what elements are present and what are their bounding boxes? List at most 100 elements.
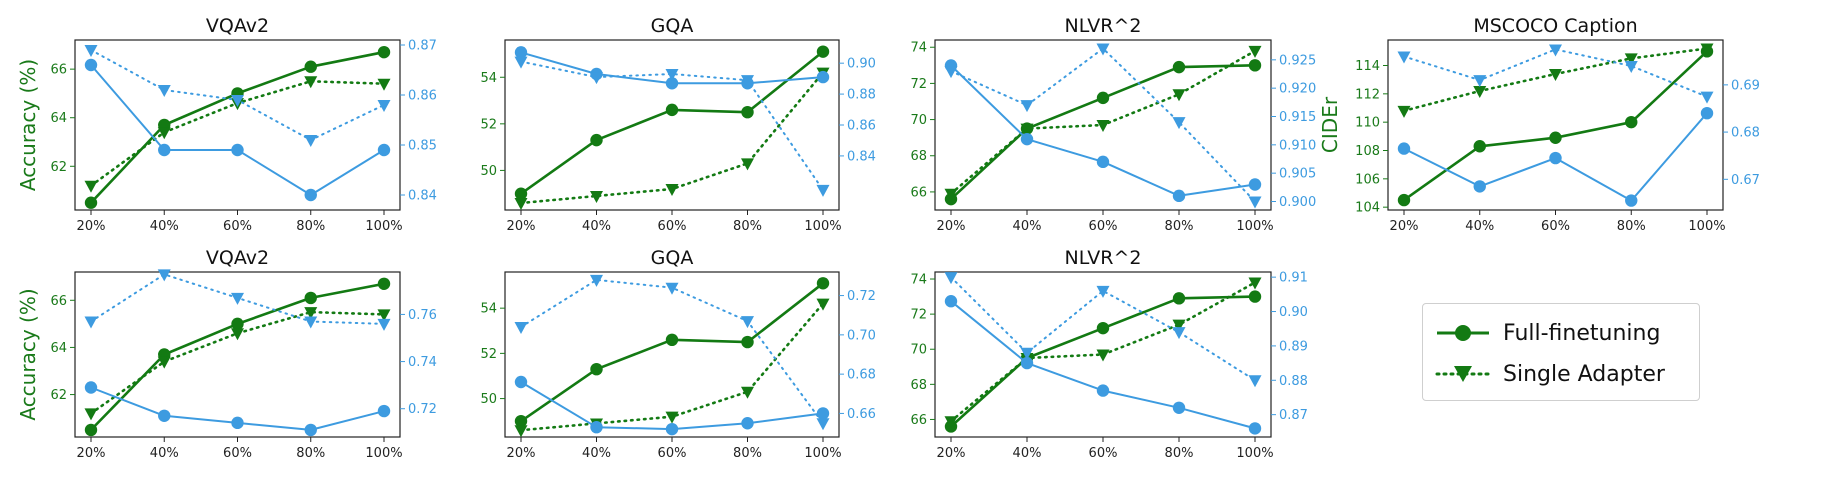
y2-tick-label: 0.67 xyxy=(1731,173,1760,188)
x-tick-label: 60% xyxy=(658,219,687,234)
chart-panel-5: VQAv2 20% 40% 60% 80% 100% 62 64 66 0.72 0.74 0.76 A… xyxy=(16,247,437,461)
x-tick-label: 80% xyxy=(733,446,762,461)
data-point-single-adapter-left xyxy=(157,127,171,140)
data-point-full-finetuning-right xyxy=(1172,189,1186,203)
series-line-single-adapter-right xyxy=(520,60,824,191)
y-tick-label: 54 xyxy=(480,302,497,317)
data-point-full-finetuning-right xyxy=(816,407,830,420)
data-point-full-finetuning-left xyxy=(1172,60,1186,74)
legend-label-full-finetuning: Full-finetuning xyxy=(1503,321,1661,346)
data-point-single-adapter-right xyxy=(944,272,958,285)
data-point-full-finetuning-left xyxy=(1397,193,1411,207)
y2-tick-label: 0.88 xyxy=(847,88,876,103)
x-tick-label: 60% xyxy=(223,446,252,461)
chart-panel-6: GQA 20% 40% 60% 80% 100% 50 52 54 0.66 0.68 0.70 0.7… xyxy=(480,247,876,461)
y-tick-label: 66 xyxy=(50,63,67,78)
x-tick-label: 20% xyxy=(507,219,536,234)
y-tick-label: 66 xyxy=(910,185,927,200)
data-point-full-finetuning-left xyxy=(377,45,391,59)
series-line-full-finetuning-left xyxy=(519,281,825,423)
data-point-single-adapter-left xyxy=(231,328,244,341)
x-tick-label: 100% xyxy=(365,446,402,461)
x-tick-label: 80% xyxy=(296,446,325,461)
data-point-single-adapter-right xyxy=(84,316,98,329)
y-tick-label: 50 xyxy=(480,164,497,179)
data-point-full-finetuning-left xyxy=(1248,59,1262,72)
y-axis-label: Accuracy (%) xyxy=(16,59,40,191)
y-tick-label: 74 xyxy=(910,273,927,288)
data-point-single-adapter-right xyxy=(1096,43,1110,56)
x-tick-label: 60% xyxy=(1089,446,1118,461)
data-point-single-adapter-right xyxy=(1096,285,1110,298)
data-point-full-finetuning-left xyxy=(590,133,603,147)
y2-tick-label: 0.86 xyxy=(408,89,437,104)
data-point-full-finetuning-right xyxy=(84,58,98,72)
y2-tick-label: 0.85 xyxy=(408,139,437,154)
data-point-full-finetuning-left xyxy=(514,414,528,428)
y-tick-label: 112 xyxy=(1355,87,1380,102)
data-point-full-finetuning-left xyxy=(1096,321,1110,335)
series-line-full-finetuning-left xyxy=(89,282,386,432)
chart-title: VQAv2 xyxy=(206,247,269,269)
data-point-full-finetuning-left xyxy=(1625,115,1638,129)
data-point-single-adapter-right xyxy=(590,72,603,85)
x-tick-label: 20% xyxy=(507,446,536,461)
data-point-single-adapter-left xyxy=(1248,277,1262,290)
y-tick-label: 70 xyxy=(910,113,927,128)
x-tick-label: 40% xyxy=(1013,219,1042,234)
y2-tick-label: 0.915 xyxy=(1279,110,1316,125)
data-point-full-finetuning-right xyxy=(1096,384,1110,397)
data-point-single-adapter-left xyxy=(665,184,679,197)
data-point-single-adapter-right xyxy=(590,274,603,287)
data-point-single-adapter-right xyxy=(157,85,171,97)
data-point-single-adapter-left xyxy=(84,408,98,421)
data-point-full-finetuning-right xyxy=(158,143,171,157)
y-tick-label: 68 xyxy=(910,378,927,393)
data-point-full-finetuning-right xyxy=(304,188,317,202)
data-point-single-adapter-right xyxy=(377,100,391,112)
data-point-full-finetuning-right xyxy=(304,423,317,437)
data-point-full-finetuning-right xyxy=(590,420,603,434)
y2-tick-label: 0.84 xyxy=(408,189,437,204)
y-tick-label: 50 xyxy=(480,392,497,407)
x-tick-label: 60% xyxy=(1089,219,1118,234)
data-point-single-adapter-left xyxy=(1473,86,1487,98)
data-point-single-adapter-left xyxy=(1549,69,1562,81)
data-point-full-finetuning-left xyxy=(84,196,98,209)
x-tick-label: 60% xyxy=(223,219,252,234)
data-point-single-adapter-left xyxy=(816,298,830,311)
y2-tick-label: 0.920 xyxy=(1279,82,1316,97)
x-tick-label: 80% xyxy=(296,219,325,234)
chart-panel-4: MSCOCO Caption 20% 40% 60% 80% 100% 104 106 108 1… xyxy=(1355,15,1760,234)
x-tick-label: 40% xyxy=(582,219,611,234)
x-tick-label: 20% xyxy=(937,219,966,234)
data-point-full-finetuning-left xyxy=(816,277,830,290)
y2-tick-label: 0.68 xyxy=(1731,126,1760,141)
y2-tick-label: 0.90 xyxy=(847,57,876,72)
data-point-single-adapter-left xyxy=(1700,43,1714,56)
data-point-single-adapter-right xyxy=(816,418,830,431)
data-point-single-adapter-right xyxy=(157,269,171,282)
data-point-full-finetuning-left xyxy=(304,60,317,73)
y2-tick-label: 0.87 xyxy=(408,39,437,54)
chart-panel-7: NLVR^2 20% 40% 60% 80% 100% 66 68 70 72 74 0.87 0.88… xyxy=(910,247,1308,461)
y-tick-label: 52 xyxy=(480,117,497,132)
y-tick-label: 74 xyxy=(910,41,927,56)
chart-title: GQA xyxy=(651,15,694,37)
data-point-single-adapter-right xyxy=(84,45,98,57)
data-point-full-finetuning-right xyxy=(1020,132,1034,146)
data-point-single-adapter-right xyxy=(304,316,318,329)
data-point-full-finetuning-left xyxy=(665,333,679,347)
data-point-single-adapter-left xyxy=(944,188,958,201)
data-point-single-adapter-right xyxy=(741,75,754,88)
y2-tick-label: 0.68 xyxy=(847,368,876,383)
series-line-full-finetuning-right xyxy=(950,300,1256,430)
data-point-single-adapter-left xyxy=(1096,120,1110,132)
y2-tick-label: 0.69 xyxy=(1731,78,1760,93)
series-line-single-adapter-left xyxy=(519,71,825,205)
x-tick-label: 20% xyxy=(1390,219,1419,234)
y2-tick-label: 0.88 xyxy=(1279,374,1308,389)
legend-swatch-full-finetuning xyxy=(1437,325,1489,341)
data-point-single-adapter-left xyxy=(1096,349,1110,362)
